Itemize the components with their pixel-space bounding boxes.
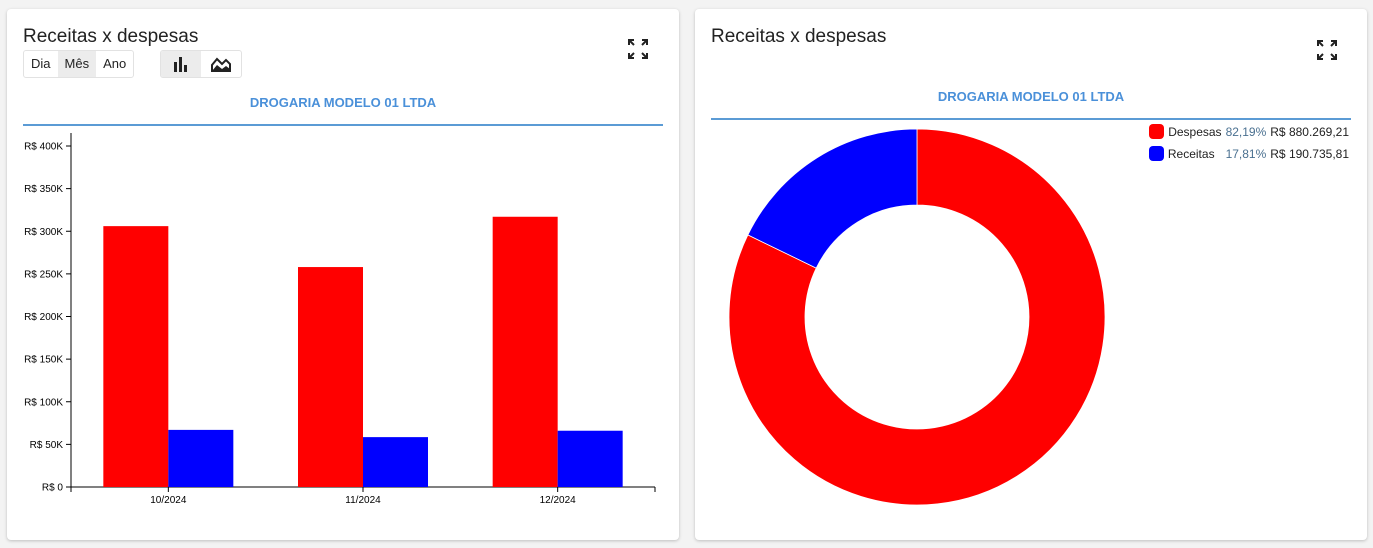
bar-chart: R$ 0 R$ 50K R$ 100K R$ 150K R$ 200K R$ 250K R$…	[24, 133, 656, 506]
legend-label: Receitas	[1167, 146, 1215, 161]
company-name: DROGARIA MODELO 01 LTDA	[249, 95, 437, 110]
period-option-mes[interactable]: Mês	[57, 51, 97, 77]
card-title: Receitas x despesas	[23, 26, 199, 47]
y-tick-label: R$ 150K	[24, 355, 63, 366]
bar-receitas	[363, 437, 428, 487]
x-tick-label: 10/2024	[150, 495, 187, 506]
y-tick-label: R$ 250K	[24, 269, 63, 280]
donut-chart	[728, 128, 1106, 506]
bar-chart-card: Receitas x despesas Dia Mês Ano D	[7, 9, 679, 540]
y-tick-label: R$ 400K	[24, 142, 63, 153]
y-tick-label: R$ 50K	[30, 440, 64, 451]
donut-slice-receitas	[747, 128, 918, 269]
company-name: DROGARIA MODELO 01 LTDA	[937, 89, 1125, 104]
period-option-dia[interactable]: Dia	[31, 56, 51, 71]
period-option-ano[interactable]: Ano	[103, 56, 127, 71]
divider	[711, 118, 1351, 120]
legend-item-despesas[interactable]: Despesas 82,19% R$ 880.269,21	[1149, 124, 1349, 139]
donut-slice-despesas	[728, 128, 1106, 506]
area-chart-icon	[211, 57, 231, 72]
legend-label: Despesas	[1168, 124, 1222, 139]
card-title: Receitas x despesas	[711, 26, 887, 47]
area-chart-toggle[interactable]	[201, 51, 241, 77]
fullscreen-icon[interactable]	[627, 38, 649, 60]
y-tick-label: R$ 200K	[24, 312, 63, 323]
y-tick-label: R$ 350K	[24, 184, 63, 195]
x-tick-label: 12/2024	[540, 495, 577, 506]
y-tick-label: R$ 300K	[24, 227, 63, 238]
donut-chart-card: Receitas x despesas DROGARIA MODELO 01 L…	[695, 9, 1367, 540]
legend-swatch	[1149, 124, 1165, 139]
legend-percent: 17,81%	[1225, 146, 1267, 161]
bar-despesas	[298, 267, 363, 487]
bar-chart-icon	[174, 57, 187, 72]
bar-receitas	[557, 430, 623, 487]
fullscreen-icon[interactable]	[1316, 39, 1338, 61]
bar-chart-toggle[interactable]	[161, 51, 201, 77]
bar-despesas	[103, 226, 169, 487]
y-tick-label: R$ 100K	[24, 397, 63, 408]
legend-percent: 82,19%	[1225, 124, 1267, 139]
period-selector: Dia Mês Ano	[23, 50, 135, 78]
chart-type-selector	[160, 50, 242, 78]
x-tick-label: 11/2024	[345, 495, 381, 506]
divider	[23, 124, 663, 126]
bar-despesas	[492, 216, 558, 487]
legend-swatch	[1148, 146, 1164, 161]
legend-value: R$ 190.735,81	[1270, 146, 1349, 161]
bar-receitas	[168, 429, 234, 487]
legend-value: R$ 880.269,21	[1270, 124, 1349, 139]
y-tick-label: R$ 0	[42, 483, 64, 494]
legend-item-receitas[interactable]: Receitas 17,81% R$ 190.735,81	[1148, 146, 1349, 161]
